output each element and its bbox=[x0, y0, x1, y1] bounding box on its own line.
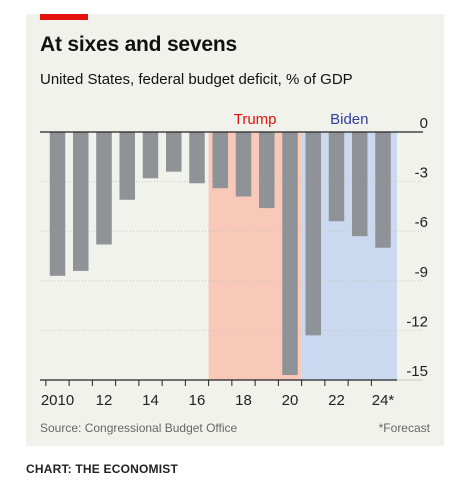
period-label-trump: Trump bbox=[234, 111, 277, 128]
x-tick-label: 14 bbox=[142, 392, 159, 409]
bar-2016 bbox=[189, 132, 205, 184]
chart-panel: At sixes and sevens United States, feder… bbox=[26, 14, 444, 446]
bar-2017 bbox=[212, 132, 228, 189]
x-tick-label: 16 bbox=[189, 392, 206, 409]
chart-credit: CHART: THE ECONOMIST bbox=[26, 462, 178, 476]
bar-2024 bbox=[375, 132, 391, 248]
bar-2015 bbox=[166, 132, 182, 172]
x-tick-label: 2010 bbox=[41, 392, 74, 409]
bar-2018 bbox=[235, 132, 252, 197]
bar-2011 bbox=[73, 132, 89, 271]
x-tick-label: 22 bbox=[328, 392, 345, 409]
y-tick-label: 0 bbox=[420, 115, 428, 132]
bar-2023 bbox=[352, 132, 368, 237]
chart-title: At sixes and sevens bbox=[40, 33, 237, 56]
y-tick-label: -9 bbox=[415, 264, 428, 281]
y-tick-label: -15 bbox=[406, 363, 428, 380]
bar-2012 bbox=[96, 132, 112, 245]
y-tick-label: -12 bbox=[406, 313, 428, 330]
bar-chart: Trump Biden 2010 12 14 16 18 20 22 24* 0 -3 -6 -9 -12 -… bbox=[40, 111, 428, 409]
chart-source: Source: Congressional Budget Office bbox=[40, 421, 238, 435]
bar-2014 bbox=[142, 132, 159, 179]
chart-subtitle: United States, federal budget deficit, %… bbox=[40, 71, 353, 88]
y-tick-label: -3 bbox=[415, 165, 428, 182]
x-tick-label: 12 bbox=[96, 392, 113, 409]
bar-2022 bbox=[328, 132, 345, 222]
bar-2010 bbox=[49, 132, 66, 276]
economist-red-tab bbox=[40, 14, 88, 20]
x-tick-label: 18 bbox=[235, 392, 252, 409]
x-tick-label: 24* bbox=[372, 392, 395, 409]
y-tick-label: -6 bbox=[415, 214, 428, 231]
bar-2019 bbox=[259, 132, 275, 209]
bar-2020 bbox=[282, 132, 298, 376]
forecast-note: *Forecast bbox=[378, 421, 430, 435]
x-tick-label: 20 bbox=[282, 392, 299, 409]
bar-2013 bbox=[119, 132, 135, 200]
period-label-biden: Biden bbox=[330, 111, 368, 128]
bar-2021 bbox=[305, 132, 321, 336]
